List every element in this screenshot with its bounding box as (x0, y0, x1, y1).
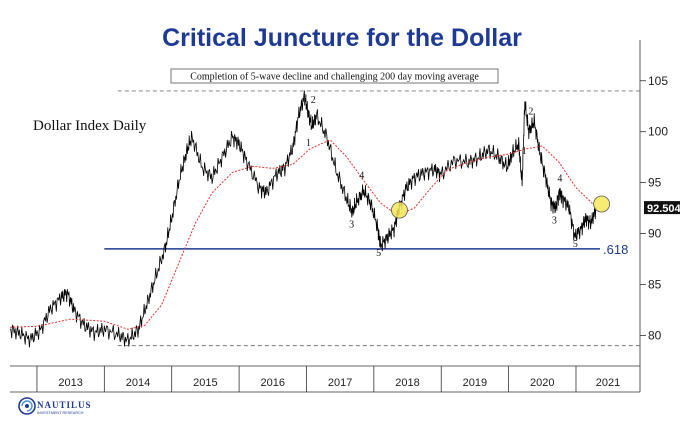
x-ticks: 2013 2014 2015 2016 2017 2018 2019 2020 2021 (36, 366, 620, 392)
last-price-box (644, 201, 680, 215)
y-tick-label-0: 80 (648, 328, 662, 342)
wave-label-2: 4 (359, 171, 364, 182)
y-tick-label-2: 90 (648, 227, 662, 241)
y-ticks: 80 85 90 95 100 105 (640, 74, 668, 342)
highlight-circle-1 (593, 195, 610, 213)
chart-subtitle: Completion of 5-wave decline and challen… (190, 72, 479, 83)
last-price-value: 92.504 (647, 203, 680, 215)
last-price-tag: 92.504 (644, 201, 680, 215)
x-tick-label-4: 2017 (328, 377, 352, 389)
wave-label-7: 4 (557, 174, 562, 185)
x-tick-label-1: 2014 (126, 377, 150, 389)
wave-labels: 2 1 4 3 5 2 1 4 3 5 (306, 95, 578, 259)
wave-label-1: 1 (306, 138, 311, 149)
y-tick-label-4: 100 (648, 125, 668, 139)
series-line-1 (9, 139, 597, 330)
wave-label-4: 5 (376, 248, 381, 259)
wave-label-8: 3 (552, 215, 557, 226)
wave-label-9: 5 (573, 239, 578, 250)
series-label: Dollar Index Daily (33, 118, 147, 134)
x-tick-label-6: 2019 (463, 377, 487, 389)
wave-label-6: 1 (522, 146, 527, 157)
chart-title: Critical Juncture for the Dollar (162, 24, 522, 52)
fib-618-label: .618 (603, 242, 628, 257)
reference-lines (104, 90, 640, 347)
wave-label-5: 2 (528, 106, 533, 117)
x-tick-label-2: 2015 (193, 377, 217, 389)
wave-label-3: 3 (349, 219, 354, 230)
series-line-0 (9, 90, 597, 348)
nautilus-shell-icon (18, 397, 36, 415)
logo-tagline: INVESTMENT RESEARCH (37, 411, 84, 415)
series-group (9, 90, 597, 348)
y-tick-label-3: 95 (648, 176, 662, 190)
x-tick-label-8: 2021 (596, 377, 620, 389)
wave-label-0: 2 (311, 95, 316, 106)
y-tick-label-5: 105 (648, 74, 668, 88)
subtitle-box (170, 68, 499, 84)
x-tick-label-5: 2018 (395, 377, 419, 389)
highlight-circle-0 (391, 201, 408, 219)
nautilus-logo: NAUTILUS INVESTMENT RESEARCH (18, 397, 92, 415)
highlight-circles (391, 195, 610, 219)
logo-name: NAUTILUS (37, 400, 92, 410)
x-tick-label-0: 2013 (58, 377, 82, 389)
y-tick-label-1: 85 (648, 278, 662, 292)
x-tick-label-7: 2020 (530, 377, 554, 389)
x-tick-label-3: 2016 (261, 377, 285, 389)
